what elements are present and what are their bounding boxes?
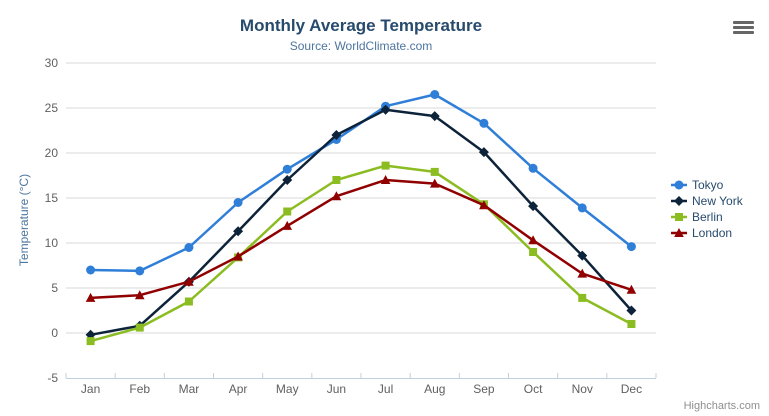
data-point-berlin-jun[interactable] xyxy=(332,176,341,184)
x-axis-label: Jul xyxy=(378,382,393,396)
data-point-new-york-nov[interactable] xyxy=(577,250,588,261)
data-point-london-feb[interactable] xyxy=(134,290,145,300)
series-line-new-york[interactable] xyxy=(89,108,633,337)
x-axis-label: Nov xyxy=(572,382,593,396)
export-menu-button[interactable] xyxy=(733,21,754,34)
data-point-london-sep[interactable] xyxy=(479,200,489,210)
data-point-london-may[interactable] xyxy=(282,220,293,230)
legend-label: London xyxy=(692,226,733,240)
x-axis-label: Dec xyxy=(621,382,642,396)
x-axis-label: Aug xyxy=(424,382,445,396)
legend-item-london[interactable]: London xyxy=(671,225,743,241)
x-axis-label: Oct xyxy=(524,382,543,396)
legend-item-tokyo[interactable]: Tokyo xyxy=(671,177,743,193)
credits-link[interactable]: Highcharts.com xyxy=(683,400,760,412)
x-axis-label: Mar xyxy=(179,382,200,396)
legend-marker-square-icon xyxy=(671,213,687,221)
chart-title: Monthly Average Temperature xyxy=(239,16,483,35)
data-point-tokyo-mar[interactable] xyxy=(184,243,194,252)
x-axis-label: Jun xyxy=(327,382,346,396)
y-axis-label: 20 xyxy=(45,146,59,160)
legend-marker-triangle-icon xyxy=(671,228,687,237)
data-point-london-aug[interactable] xyxy=(429,178,440,188)
legend: Tokyo New York Berlin London xyxy=(671,177,743,241)
legend-marker-circle-icon xyxy=(671,180,687,190)
data-point-new-york-jun[interactable] xyxy=(331,130,342,140)
legend-label: Tokyo xyxy=(692,178,724,192)
y-axis-label: 30 xyxy=(45,56,59,70)
data-point-tokyo-oct[interactable] xyxy=(528,163,538,173)
data-point-new-york-may[interactable] xyxy=(282,175,293,185)
data-point-london-jan[interactable] xyxy=(85,292,96,302)
data-point-tokyo-aug[interactable] xyxy=(430,90,440,99)
data-point-london-oct[interactable] xyxy=(528,235,538,245)
chart-subtitle: Source: WorldClimate.com xyxy=(289,39,433,53)
data-point-berlin-oct[interactable] xyxy=(529,248,538,256)
data-point-berlin-aug[interactable] xyxy=(430,167,439,176)
series-line-tokyo[interactable] xyxy=(89,93,633,273)
y-axis-label: 10 xyxy=(45,236,59,250)
data-point-berlin-jan[interactable] xyxy=(86,337,95,346)
data-point-london-jul[interactable] xyxy=(380,175,391,184)
series-new-york xyxy=(85,104,637,340)
y-axis-label: 5 xyxy=(51,281,58,295)
data-point-berlin-may[interactable] xyxy=(283,207,292,216)
data-point-tokyo-may[interactable] xyxy=(282,164,292,174)
data-point-berlin-mar[interactable] xyxy=(184,297,193,306)
data-point-london-jun[interactable] xyxy=(331,191,342,201)
legend-marker-diamond-icon xyxy=(671,196,687,206)
legend-label: New York xyxy=(692,194,743,208)
data-point-berlin-jul[interactable] xyxy=(381,161,390,170)
series-london xyxy=(85,175,637,302)
data-point-new-york-aug[interactable] xyxy=(429,111,440,122)
series-tokyo xyxy=(86,90,636,276)
series-line-london[interactable] xyxy=(89,178,633,300)
y-axis-label: 0 xyxy=(51,326,58,340)
data-point-new-york-dec[interactable] xyxy=(626,305,637,316)
data-point-london-apr[interactable] xyxy=(233,251,243,261)
x-axis-label: Apr xyxy=(229,382,248,396)
y-axis-label: -5 xyxy=(47,371,58,385)
data-point-london-mar[interactable] xyxy=(184,276,194,286)
series-line-berlin[interactable] xyxy=(89,164,633,343)
x-axis-label: May xyxy=(276,382,299,396)
data-point-tokyo-feb[interactable] xyxy=(135,266,145,276)
data-point-new-york-oct[interactable] xyxy=(528,201,539,212)
legend-label: Berlin xyxy=(692,210,723,224)
x-axis-label: Jan xyxy=(81,382,100,396)
data-point-london-dec[interactable] xyxy=(626,284,637,294)
legend-item-new-york[interactable]: New York xyxy=(671,193,743,209)
data-point-tokyo-apr[interactable] xyxy=(233,198,243,207)
x-axis-label: Sep xyxy=(473,382,495,396)
data-point-tokyo-nov[interactable] xyxy=(577,203,587,213)
x-axis-label: Feb xyxy=(129,382,150,396)
data-point-london-nov[interactable] xyxy=(577,268,588,278)
data-point-new-york-jul[interactable] xyxy=(380,104,391,115)
data-point-berlin-dec[interactable] xyxy=(627,320,636,328)
hamburger-icon xyxy=(733,21,754,24)
y-axis-title: Temperature (°C) xyxy=(17,173,31,267)
hamburger-icon xyxy=(733,26,754,29)
legend-item-berlin[interactable]: Berlin xyxy=(671,209,743,225)
hamburger-icon xyxy=(733,31,754,34)
data-point-berlin-nov[interactable] xyxy=(578,293,587,302)
y-axis-label: 25 xyxy=(45,101,59,115)
data-point-tokyo-sep[interactable] xyxy=(479,118,489,128)
y-axis-label: 15 xyxy=(45,191,59,205)
data-point-tokyo-dec[interactable] xyxy=(626,242,636,252)
data-point-tokyo-jan[interactable] xyxy=(86,265,96,275)
data-point-new-york-sep[interactable] xyxy=(478,147,489,158)
data-point-new-york-apr[interactable] xyxy=(233,226,244,237)
data-point-berlin-feb[interactable] xyxy=(135,323,144,332)
